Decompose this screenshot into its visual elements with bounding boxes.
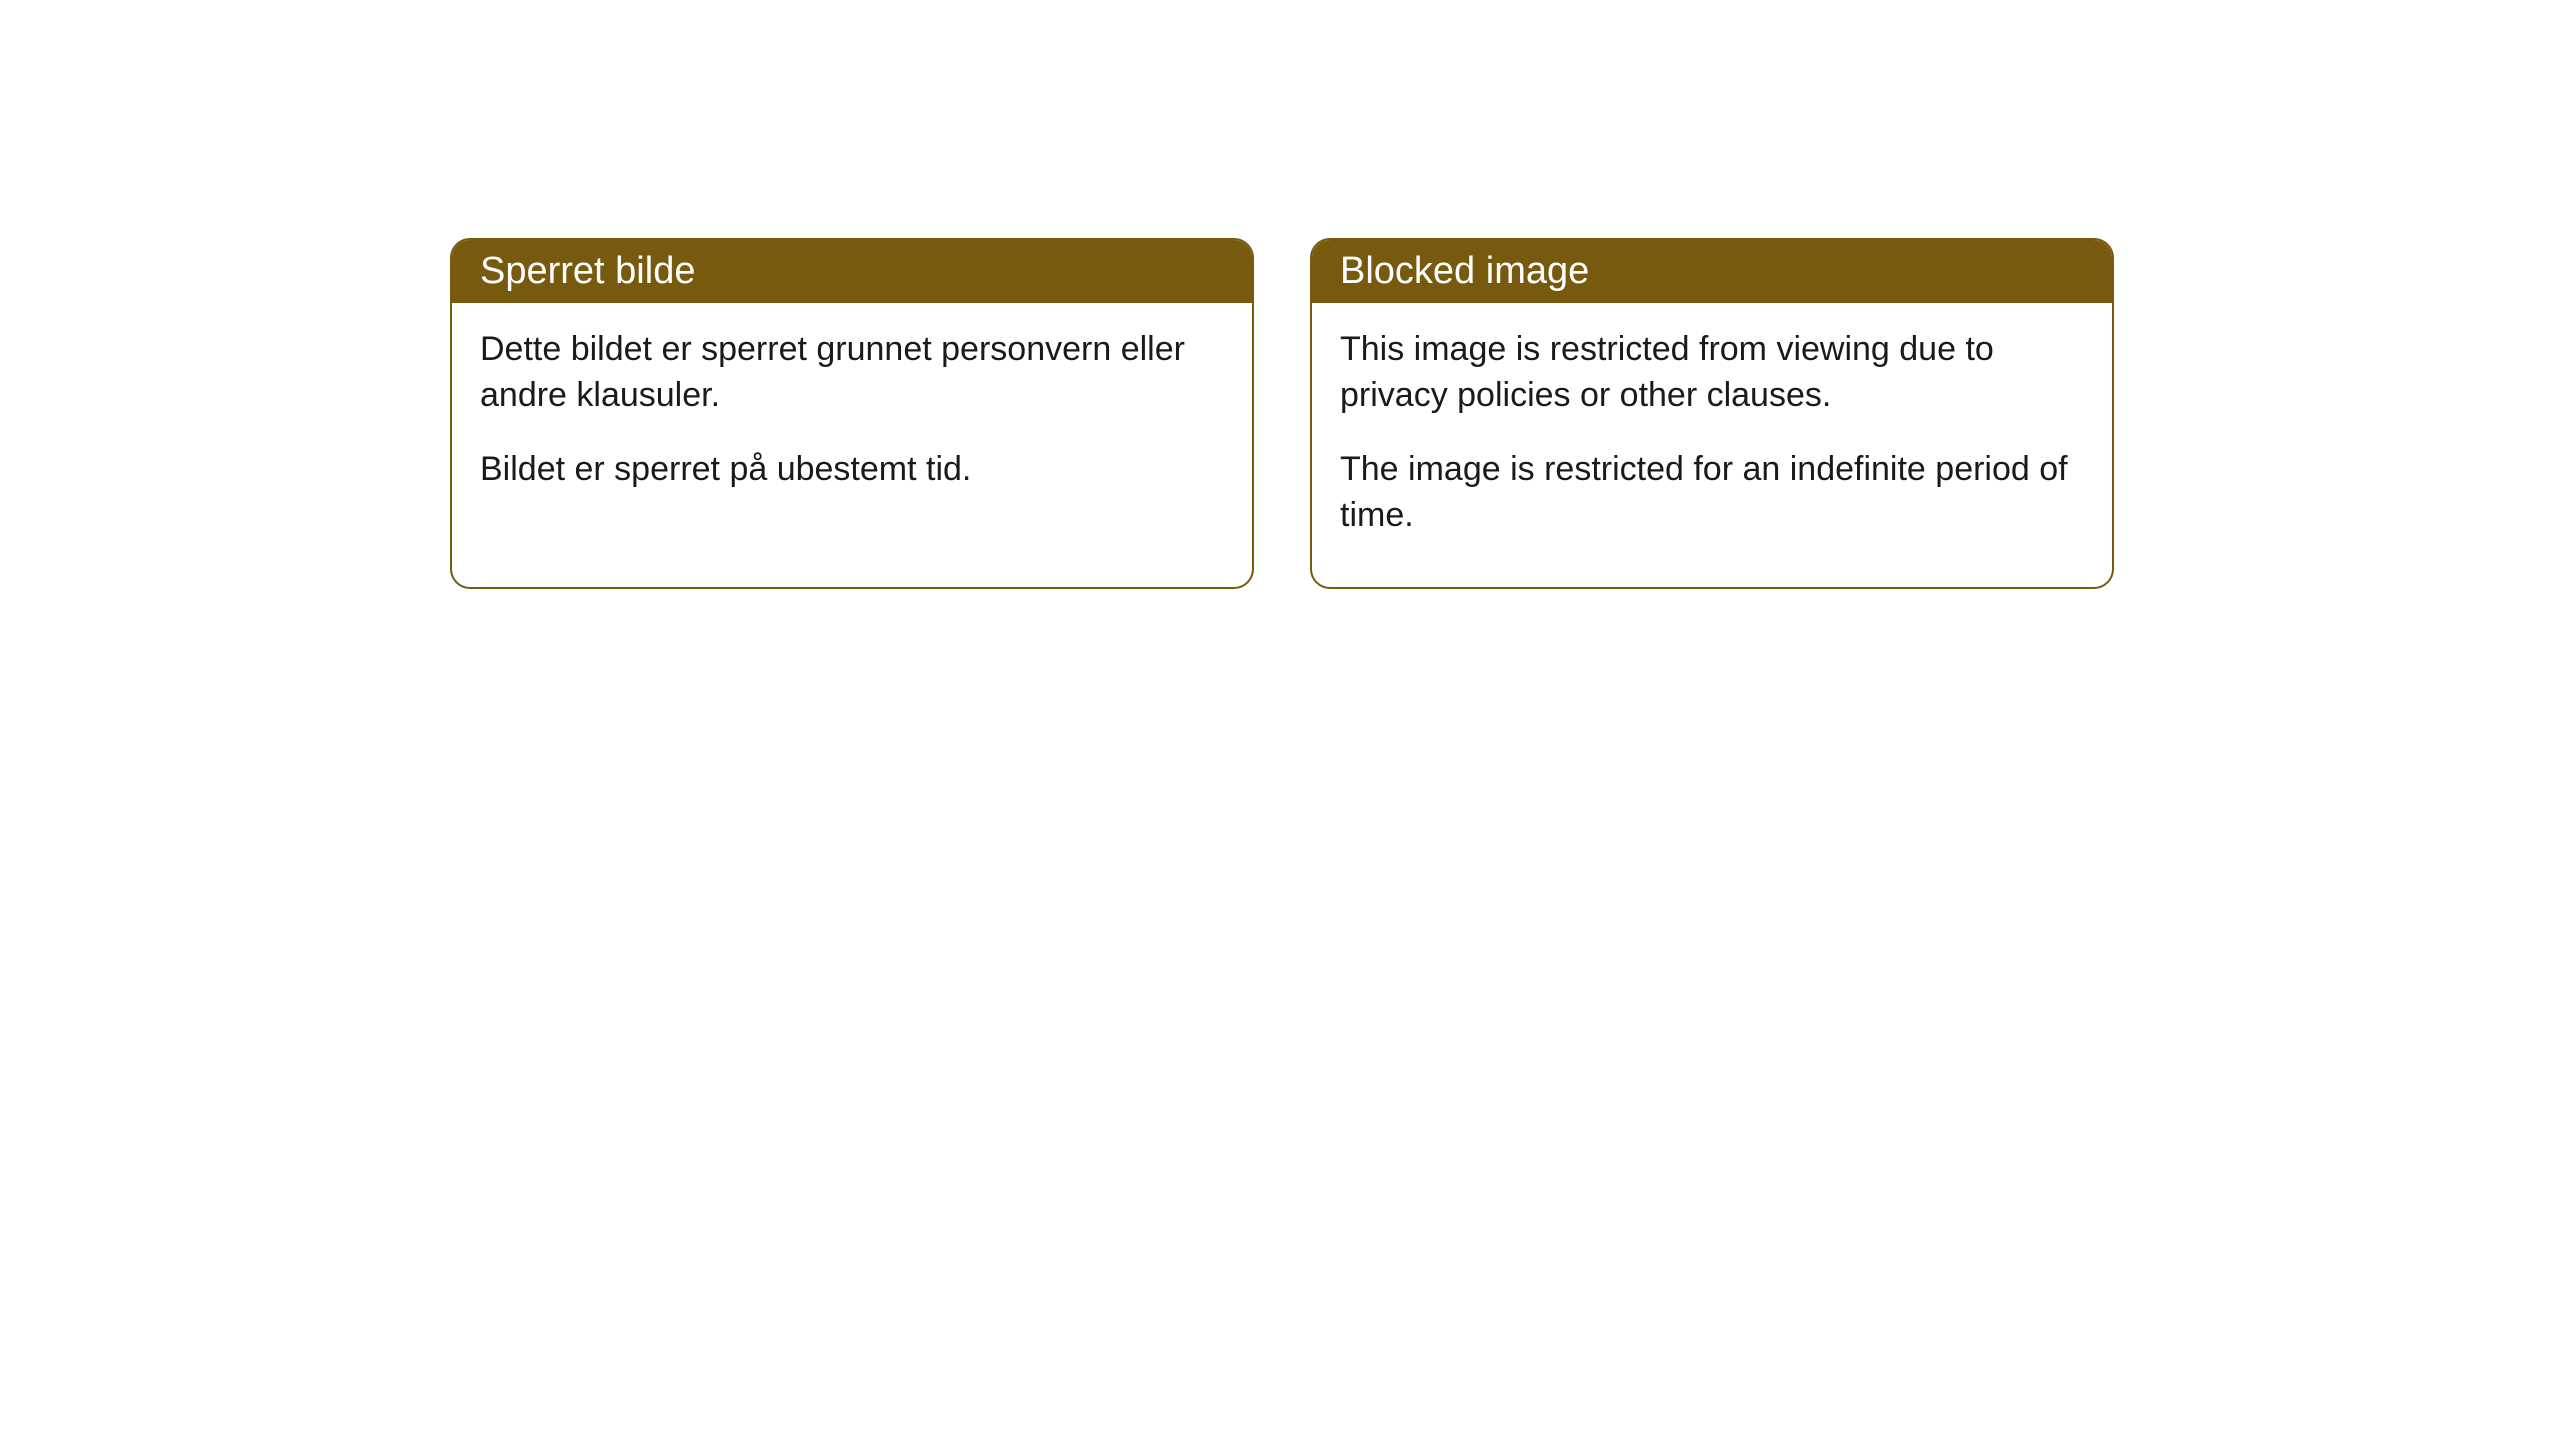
card-paragraph: This image is restricted from viewing du… [1340, 327, 2084, 419]
card-header: Sperret bilde [452, 240, 1252, 303]
notice-card-english: Blocked image This image is restricted f… [1310, 238, 2114, 589]
card-title: Sperret bilde [480, 250, 695, 292]
card-header: Blocked image [1312, 240, 2112, 303]
card-title: Blocked image [1340, 250, 1589, 292]
notice-card-norwegian: Sperret bilde Dette bildet er sperret gr… [450, 238, 1254, 589]
card-body: This image is restricted from viewing du… [1312, 303, 2112, 587]
card-body: Dette bildet er sperret grunnet personve… [452, 303, 1252, 541]
card-paragraph: Bildet er sperret på ubestemt tid. [480, 447, 1224, 493]
card-paragraph: Dette bildet er sperret grunnet personve… [480, 327, 1224, 419]
notice-cards-container: Sperret bilde Dette bildet er sperret gr… [450, 238, 2560, 589]
card-paragraph: The image is restricted for an indefinit… [1340, 447, 2084, 539]
